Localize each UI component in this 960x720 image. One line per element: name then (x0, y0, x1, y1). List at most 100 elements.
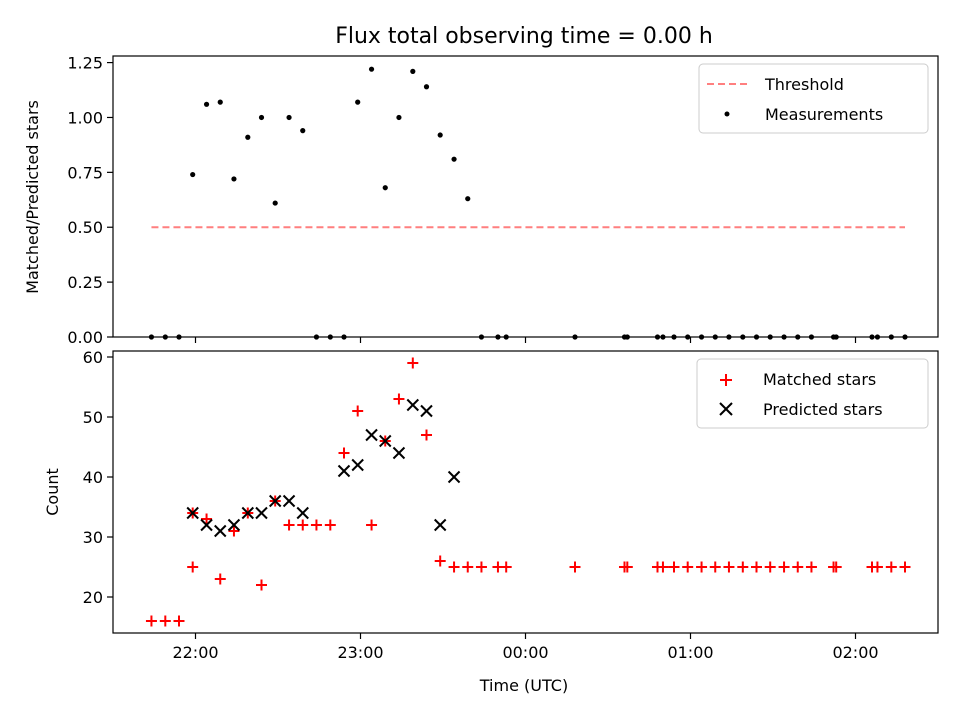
count-legend: Matched stars Predicted stars (696, 358, 929, 429)
measurement-point (231, 176, 237, 182)
ratio-y-ticks: 0.00 0.25 0.50 0.75 1.00 1.25 (67, 54, 113, 347)
ratio-panel: 0.00 0.25 0.50 0.75 1.00 1.25 Matched/Predict… (23, 54, 939, 347)
matched-stars-point (475, 561, 487, 573)
matched-stars-point (145, 615, 157, 627)
measurement-point (355, 99, 361, 105)
matched-stars-point (657, 561, 669, 573)
matched-stars-point (173, 615, 185, 627)
ratio-y-tick-label: 1.25 (67, 54, 103, 73)
measurement-point (410, 68, 416, 74)
measurement-point (286, 114, 292, 121)
matched-stars-point (187, 561, 199, 573)
ratio-legend-box (698, 63, 929, 134)
x-tick-label: 02:00 (832, 643, 878, 662)
predicted-stars-point (214, 524, 227, 538)
measurement-point (245, 134, 251, 140)
matched-stars-point (283, 519, 295, 531)
measurement-point (217, 99, 223, 105)
x-tick-label: 01:00 (667, 643, 713, 662)
predicted-stars-point (337, 464, 351, 478)
measurement-point (300, 128, 306, 134)
count-marks (145, 357, 911, 627)
matched-stars-point (393, 393, 405, 405)
matched-stars-point (500, 561, 512, 573)
matched-stars-point (682, 561, 694, 573)
matched-stars-point (366, 519, 378, 531)
matched-stars-point (778, 561, 790, 573)
predicted-stars-point (296, 506, 309, 520)
ratio-y-tick-label: 0.75 (67, 163, 103, 182)
predicted-stars-point (392, 446, 406, 460)
matched-stars-point (830, 561, 842, 573)
matched-stars-point (338, 447, 350, 459)
count-y-tick-label: 60 (83, 348, 103, 367)
matched-stars-point (324, 519, 336, 531)
matched-stars-point (434, 555, 446, 567)
matched-stars-point (792, 561, 804, 573)
matched-stars-point (569, 561, 581, 573)
count-y-tick-label: 40 (83, 468, 103, 487)
measurement-point (423, 84, 430, 90)
matched-stars-point (297, 519, 309, 531)
predicted-stars-point (186, 506, 199, 520)
chart-title: Flux total observing time = 0.00 h (335, 24, 713, 49)
matched-stars-point (899, 561, 911, 573)
matched-stars-point (407, 357, 419, 369)
matched-stars-point (256, 579, 267, 591)
measurement-point (272, 200, 278, 206)
count-y-tick-label: 30 (83, 528, 103, 547)
measurement-point (258, 114, 265, 121)
ratio-axes-frame (112, 55, 939, 338)
matched-legend-label: Matched stars (763, 370, 876, 389)
ratio-y-tick-label: 1.00 (67, 108, 103, 127)
matched-stars-point (310, 519, 322, 531)
ratio-y-tick-label: 0.50 (67, 218, 103, 237)
matched-legend-swatch (720, 374, 732, 386)
predicted-stars-point (241, 506, 255, 520)
predicted-stars-point (406, 398, 420, 412)
matched-stars-point (737, 561, 749, 573)
x-tick-label: 22:00 (172, 643, 218, 662)
matched-stars-point (621, 561, 633, 573)
matched-stars-point (764, 561, 776, 573)
measurement-point (396, 114, 402, 121)
ratio-y-tick-label: 0.25 (67, 273, 103, 292)
count-y-tick-label: 50 (83, 408, 103, 427)
predicted-stars-point (227, 518, 241, 532)
predicted-legend-label: Predicted stars (763, 400, 883, 419)
measurement-point (437, 132, 443, 138)
measurement-point (465, 196, 471, 202)
predicted-legend-swatch (719, 402, 733, 416)
matched-stars-point (696, 561, 708, 573)
count-y-tick-label: 20 (83, 588, 103, 607)
matched-stars-point (668, 561, 680, 573)
x-tick-label: 00:00 (502, 643, 548, 662)
measurement-point (203, 101, 210, 107)
measurements-legend-label: Measurements (765, 105, 883, 124)
x-tick-label: 23:00 (337, 643, 383, 662)
measurement-point (382, 185, 388, 191)
x-axis-label: Time (UTC) (479, 676, 568, 695)
matched-stars-point (723, 561, 735, 573)
ratio-y-tick-label: 0.00 (67, 328, 103, 347)
predicted-stars-point (420, 404, 433, 418)
matched-stars-point (448, 561, 460, 573)
matched-stars-point (201, 513, 213, 525)
matched-stars-point (751, 561, 762, 573)
measurements-legend-swatch (724, 111, 730, 117)
matched-stars-point (228, 525, 240, 537)
matched-stars-point (214, 573, 226, 585)
count-axes-frame (112, 350, 939, 634)
measurement-point (368, 66, 375, 72)
predicted-stars-point (282, 494, 296, 508)
predicted-stars-point (200, 518, 213, 532)
measurement-point (190, 171, 196, 178)
ratio-x-ticks (194, 337, 857, 343)
count-x-ticks: 22:00 23:00 00:00 01:00 02:00 (172, 633, 879, 662)
predicted-stars-point (351, 458, 364, 472)
count-legend-box (696, 358, 929, 429)
matched-stars-point (805, 561, 817, 573)
predicted-stars-point (268, 494, 282, 508)
matched-stars-point (462, 561, 474, 573)
